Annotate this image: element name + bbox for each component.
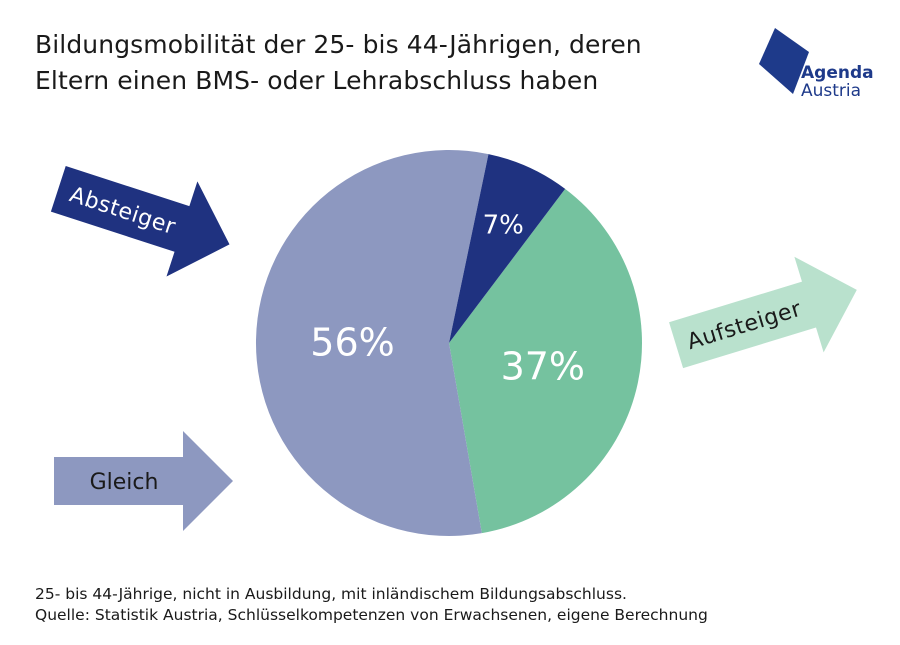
gleich-arrow-shape — [54, 431, 233, 531]
pie-slices — [255, 149, 642, 536]
logo-diamond-icon — [759, 28, 809, 94]
chart-title: Bildungsmobilität der 25- bis 44-Jährige… — [35, 27, 735, 99]
logo-text-agenda: Agenda — [801, 63, 874, 83]
aufsteiger-arrow: Aufsteiger — [669, 256, 857, 369]
footnote: 25- bis 44-Jährige, nicht in Ausbildung,… — [35, 584, 708, 626]
absteiger-arrow: Absteiger — [50, 165, 230, 277]
aufsteiger-arrow-shape — [669, 256, 857, 369]
chart-title-line-1: Bildungsmobilität der 25- bis 44-Jährige… — [35, 30, 642, 59]
pie-label-aufsteiger: 37% — [501, 345, 585, 389]
footnote-source: Quelle: Statistik Austria, Schlüsselkomp… — [35, 606, 708, 624]
logo-text-austria: Austria — [801, 81, 862, 101]
pie-slice-absteiger — [449, 154, 566, 343]
chart-title-line-2: Eltern einen BMS- oder Lehrabschluss hab… — [35, 66, 599, 95]
footnote-line-1: 25- bis 44-Jährige, nicht in Ausbildung,… — [35, 585, 627, 603]
agenda-austria-logo: Agenda Austria — [757, 24, 877, 104]
gleich-arrow-label: Gleich — [90, 470, 159, 495]
pie-label-gleich: 56% — [310, 320, 394, 364]
pie-slice-labels: 37% 56% 7% — [310, 211, 585, 389]
pie-label-absteiger: 7% — [483, 211, 524, 241]
gleich-arrow: Gleich — [54, 431, 233, 531]
pie-slice-aufsteiger — [449, 188, 642, 534]
pie-slice-gleich — [255, 149, 489, 536]
absteiger-arrow-shape — [50, 165, 230, 277]
